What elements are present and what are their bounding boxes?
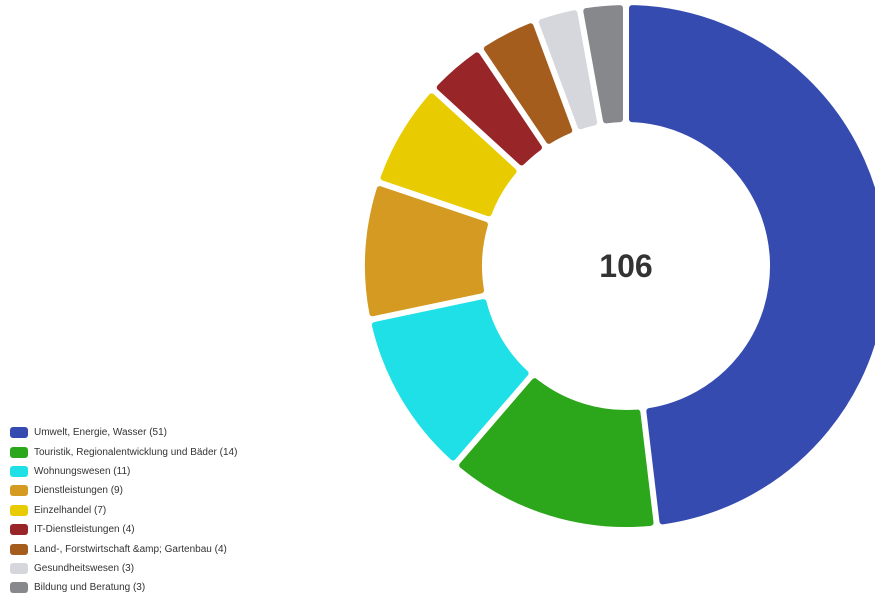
- legend-label: Einzelhandel (7): [34, 504, 107, 516]
- legend-item[interactable]: Umwelt, Energie, Wasser (51): [10, 423, 237, 442]
- donut-slice[interactable]: [459, 378, 654, 527]
- legend-swatch: [10, 543, 28, 555]
- legend-item[interactable]: Touristik, Regionalentwicklung und Bäder…: [10, 442, 237, 461]
- legend-item[interactable]: Dienstleistungen (9): [10, 481, 237, 500]
- legend-label: Land-, Forstwirtschaft &amp; Gartenbau (…: [34, 543, 227, 555]
- legend-item[interactable]: Bildung und Beratung (3): [10, 578, 237, 597]
- donut-slice[interactable]: [380, 93, 517, 217]
- legend-swatch: [10, 446, 28, 458]
- legend-label: Umwelt, Energie, Wasser (51): [34, 427, 167, 439]
- legend-label: IT-Dienstleistungen (4): [34, 524, 135, 536]
- legend-swatch: [10, 524, 28, 536]
- donut-slice[interactable]: [629, 5, 875, 525]
- center-total-label: 106: [599, 248, 652, 284]
- donut-slice[interactable]: [436, 52, 542, 166]
- donut-slice[interactable]: [365, 186, 488, 317]
- legend-swatch: [10, 504, 28, 516]
- legend-item[interactable]: Wohnungswesen (11): [10, 462, 237, 481]
- legend-label: Gesundheitswesen (3): [34, 562, 135, 574]
- donut-slice[interactable]: [483, 23, 573, 144]
- legend-swatch: [10, 582, 28, 594]
- legend-swatch: [10, 562, 28, 574]
- donut-slices: [365, 5, 875, 527]
- legend-item[interactable]: Einzelhandel (7): [10, 501, 237, 520]
- legend-item[interactable]: IT-Dienstleistungen (4): [10, 520, 237, 539]
- donut-slice[interactable]: [583, 5, 623, 124]
- legend-label: Bildung und Beratung (3): [34, 582, 146, 594]
- legend-label: Touristik, Regionalentwicklung und Bäder…: [34, 446, 238, 458]
- legend-item[interactable]: Gesundheitswesen (3): [10, 559, 237, 578]
- legend-swatch: [10, 485, 28, 497]
- legend-swatch: [10, 427, 28, 439]
- chart-legend: Umwelt, Energie, Wasser (51) Touristik, R…: [10, 423, 237, 598]
- donut-slice[interactable]: [371, 299, 529, 461]
- legend-label: Wohnungswesen (11): [34, 465, 131, 477]
- donut-slice[interactable]: [538, 10, 598, 130]
- legend-item[interactable]: Land-, Forstwirtschaft &amp; Gartenbau (…: [10, 539, 237, 558]
- legend-swatch: [10, 465, 28, 477]
- legend-label: Dienstleistungen (9): [34, 485, 123, 497]
